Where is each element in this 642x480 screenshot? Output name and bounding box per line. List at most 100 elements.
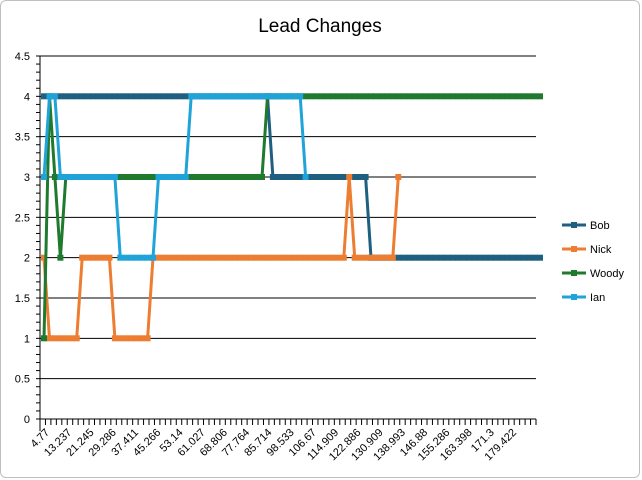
data-point: [144, 254, 151, 261]
data-point: [411, 93, 418, 100]
data-point: [275, 93, 282, 100]
data-point: [259, 174, 265, 180]
data-point: [466, 93, 473, 100]
data-point: [150, 93, 156, 100]
data-point: [248, 174, 255, 180]
data-point: [477, 254, 483, 261]
data-point: [57, 174, 64, 180]
legend-label: Ian: [590, 292, 605, 304]
data-point: [220, 93, 227, 100]
data-point: [417, 254, 424, 261]
data-point: [68, 335, 75, 342]
y-tick-label: 2.5: [15, 212, 30, 224]
data-point: [90, 93, 97, 100]
data-point: [493, 93, 500, 100]
legend-item-bob: Bob: [562, 220, 610, 232]
data-point: [313, 174, 320, 180]
data-point: [324, 254, 331, 261]
data-point: [280, 93, 287, 100]
data-point: [106, 254, 113, 261]
data-point: [308, 93, 315, 100]
data-point: [182, 93, 189, 100]
data-point: [231, 174, 238, 180]
y-tick-label: 1: [24, 333, 30, 345]
legend-swatch-marker: [571, 270, 577, 276]
data-point: [84, 93, 91, 100]
data-point: [73, 93, 80, 100]
data-point: [253, 254, 260, 261]
data-point: [269, 254, 276, 261]
data-point: [297, 93, 304, 100]
data-point: [438, 254, 445, 261]
data-point: [128, 254, 135, 261]
data-point: [95, 93, 102, 100]
data-point: [346, 174, 353, 180]
legend-swatch-marker: [571, 246, 577, 252]
data-point: [210, 254, 216, 261]
data-point: [139, 174, 146, 180]
data-point: [111, 93, 118, 100]
data-point: [79, 254, 86, 261]
legend-item-woody: Woody: [562, 268, 625, 280]
data-point: [101, 254, 107, 261]
data-point: [139, 93, 146, 100]
data-point: [106, 93, 113, 100]
data-point: [373, 254, 380, 261]
data-point: [531, 93, 538, 100]
data-point: [422, 93, 429, 100]
data-point: [351, 254, 358, 261]
data-point: [199, 174, 206, 180]
data-point: [308, 174, 315, 180]
data-point: [139, 254, 146, 261]
data-point: [122, 93, 129, 100]
y-tick-label: 2: [24, 253, 30, 265]
chart-title: Lead Changes: [258, 16, 382, 37]
data-point: [144, 93, 151, 100]
y-tick-label: 4: [24, 91, 30, 103]
data-point: [280, 174, 287, 180]
data-point: [504, 254, 511, 261]
data-point: [264, 93, 271, 100]
data-point: [264, 254, 271, 261]
data-point: [335, 174, 342, 180]
data-point: [231, 93, 238, 100]
data-point: [319, 93, 325, 100]
data-point: [193, 254, 200, 261]
data-point: [188, 93, 195, 100]
data-point: [389, 93, 396, 100]
y-tick-label: 1.5: [15, 293, 30, 305]
data-point: [122, 174, 129, 180]
data-point: [324, 174, 331, 180]
gridlines: [40, 55, 536, 420]
data-point: [160, 174, 167, 180]
data-point: [144, 335, 151, 342]
data-point: [275, 174, 282, 180]
data-point: [51, 93, 58, 100]
data-point: [117, 93, 124, 100]
data-point: [520, 254, 527, 261]
data-point: [155, 93, 162, 100]
data-point: [384, 93, 391, 100]
data-point: [62, 93, 69, 100]
data-point: [335, 93, 342, 100]
y-axis: 0 0.5 1 1.5 2 2.5 3 3.5 4 4.5: [15, 51, 41, 431]
data-point: [177, 93, 184, 100]
data-point: [193, 174, 200, 180]
data-point: [319, 254, 325, 261]
data-point: [215, 93, 222, 100]
data-point: [378, 93, 385, 100]
data-point: [302, 174, 309, 180]
data-point: [498, 254, 505, 261]
data-point: [150, 174, 156, 180]
data-point: [269, 174, 276, 180]
data-point: [466, 254, 473, 261]
data-point: [291, 174, 298, 180]
data-point: [62, 335, 69, 342]
y-tick-label: 4.5: [15, 51, 30, 63]
data-point: [84, 174, 91, 180]
data-point: [444, 93, 451, 100]
data-point: [340, 174, 347, 180]
data-point: [215, 254, 222, 261]
series-ian: [41, 93, 309, 261]
data-point: [204, 174, 211, 180]
